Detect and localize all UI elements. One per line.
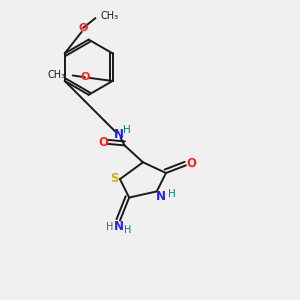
Text: O: O (186, 157, 197, 170)
Text: N: N (114, 128, 124, 141)
Text: N: N (156, 190, 166, 203)
Text: S: S (110, 172, 119, 185)
Text: O: O (80, 72, 90, 82)
Text: N: N (113, 220, 123, 232)
Text: H: H (106, 222, 113, 232)
Text: H: H (123, 125, 130, 135)
Text: O: O (79, 23, 88, 33)
Text: O: O (98, 136, 108, 149)
Text: H: H (124, 225, 131, 236)
Text: CH₃: CH₃ (48, 70, 66, 80)
Text: CH₃: CH₃ (101, 11, 119, 21)
Text: H: H (168, 190, 176, 200)
